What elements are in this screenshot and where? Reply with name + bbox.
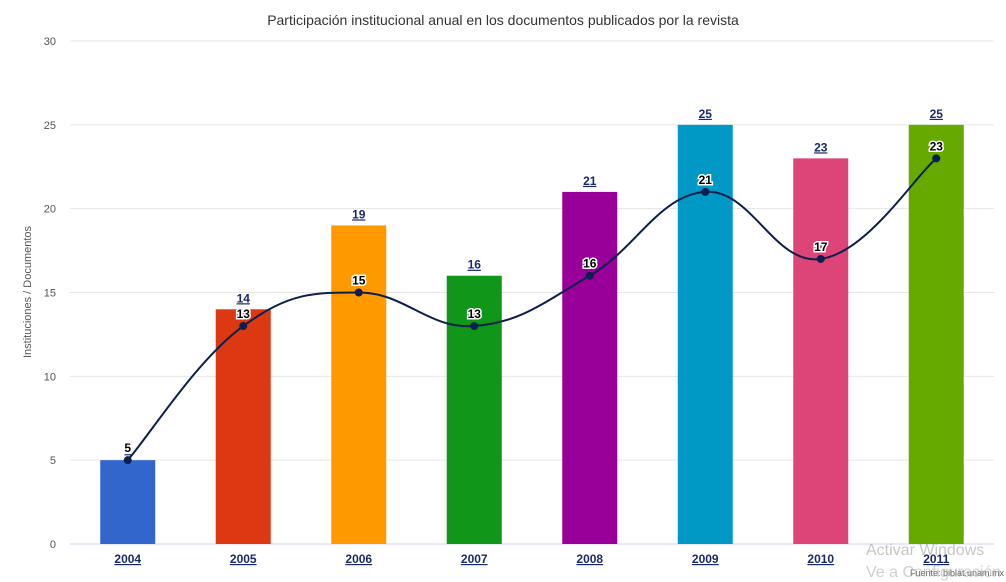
line-point-2009[interactable]: [701, 187, 710, 196]
bar-2004[interactable]: [100, 460, 156, 544]
line-point-2005[interactable]: [239, 322, 248, 331]
x-tick-label: 2010: [807, 552, 834, 566]
y-tick-label: 0: [50, 539, 56, 551]
bar-value-label: 25: [930, 107, 944, 121]
bar-2007[interactable]: [446, 275, 502, 544]
bar-value-label: 19: [352, 207, 366, 221]
bar-value-label: 25: [699, 107, 713, 121]
line-value-label: 23: [930, 139, 944, 153]
chart-title: Participación institucional anual en los…: [267, 12, 739, 28]
bar-value-label: 5: [124, 442, 131, 456]
y-tick-label: 25: [44, 120, 56, 132]
bar-value-label: 23: [814, 140, 828, 154]
x-tick-label: 2007: [461, 552, 488, 566]
bar-2010[interactable]: [793, 158, 849, 544]
line-point-2008[interactable]: [585, 271, 594, 280]
x-tick-label: 2011: [923, 552, 949, 566]
bar-2006[interactable]: [331, 225, 387, 544]
source-credit: Fuente: biblat.unam.mx: [910, 568, 1005, 578]
line-series: 5 13 15 13 16 21 17 23: [123, 138, 945, 465]
x-tick-labels: 2004 2005 2006 2007 2008 2009 2010 2011: [114, 552, 949, 566]
line-value-label: 17: [814, 240, 828, 254]
grid-lines: [70, 40, 994, 545]
x-tick-label: 2006: [345, 552, 372, 566]
line-point-2011[interactable]: [932, 154, 941, 163]
bar-value-label: 21: [583, 174, 597, 188]
y-tick-label: 5: [50, 455, 56, 467]
bars: 5 14 19 16 21 25 23 25: [100, 107, 964, 544]
line-value-label: 15: [352, 274, 366, 288]
line-value-label: 16: [583, 257, 597, 271]
bar-2005[interactable]: [215, 309, 271, 544]
line-value-label: 21: [699, 173, 713, 187]
y-tick-label: 20: [44, 204, 56, 216]
line-point-2004[interactable]: [123, 456, 132, 465]
x-tick-label: 2004: [114, 552, 141, 566]
line-value-label: 13: [237, 307, 251, 321]
y-tick-label: 15: [44, 288, 56, 300]
y-tick-label: 10: [44, 371, 56, 383]
line-value-label: 5: [124, 441, 131, 455]
y-tick-labels: 0 5 10 15 20 25 30: [44, 36, 56, 551]
activation-watermark-sub: Ve a Configuración pa: [866, 564, 1006, 581]
line-series-path: [126, 157, 937, 461]
bar-2008[interactable]: [562, 191, 618, 544]
bar-value-label: 16: [468, 258, 482, 272]
x-tick-label: 2005: [230, 552, 257, 566]
line-point-2007[interactable]: [470, 322, 479, 331]
bar-2009[interactable]: [677, 124, 733, 544]
y-tick-label: 30: [44, 36, 56, 48]
bar-2011[interactable]: [908, 124, 964, 544]
line-value-label: 13: [468, 307, 482, 321]
y-axis-label: Instituciones / Documentos: [22, 225, 34, 358]
x-tick-label: 2009: [692, 552, 719, 566]
line-point-2010[interactable]: [816, 254, 825, 263]
line-point-2006[interactable]: [354, 288, 363, 297]
x-tick-label: 2008: [576, 552, 603, 566]
activation-watermark: Activar Windows: [866, 542, 984, 559]
bar-value-label: 14: [237, 291, 251, 305]
